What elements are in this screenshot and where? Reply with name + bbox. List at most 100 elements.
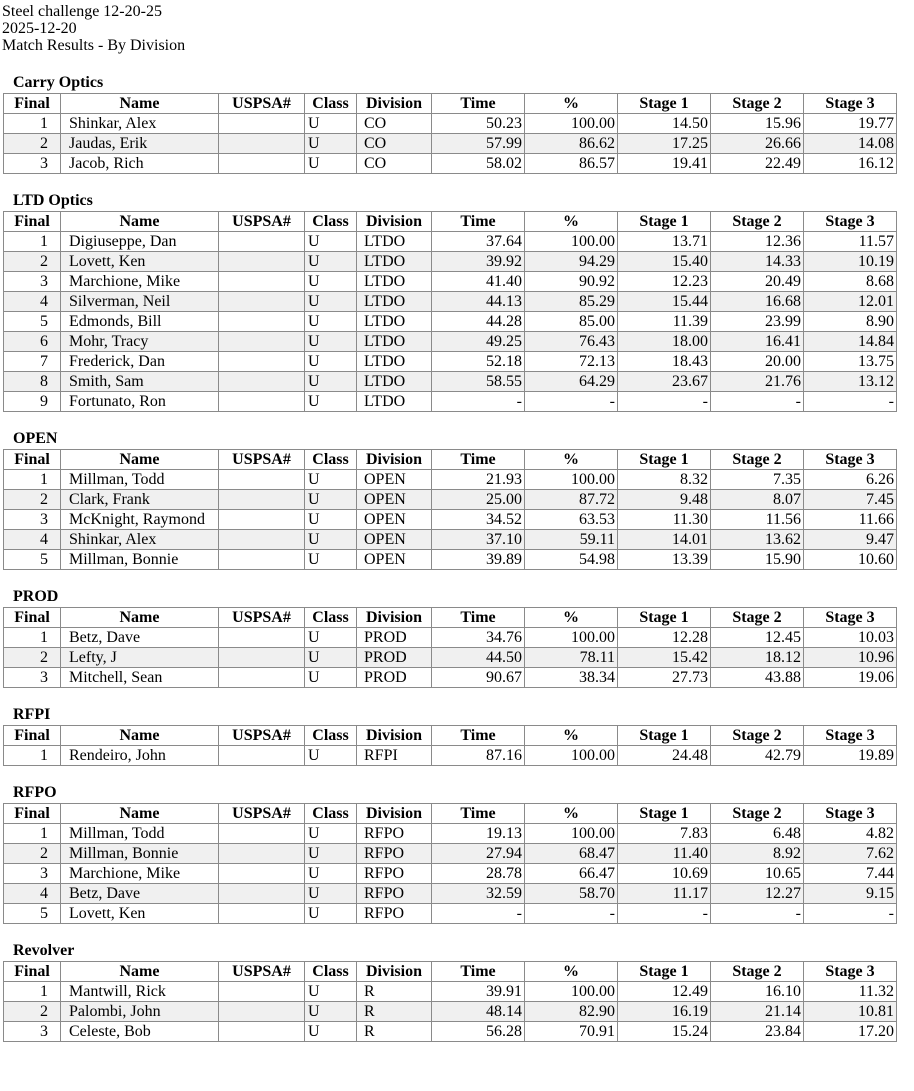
column-header-division: Division — [356, 803, 432, 824]
column-header-division: Division — [356, 607, 432, 628]
cell-uspsa — [218, 271, 305, 292]
match-name: Steel challenge 12-20-25 — [2, 3, 162, 20]
division-section: OPEN Final Name USPSA# Class Division Time% Sta… — [2, 429, 912, 570]
cell-percent: 86.62 — [524, 133, 618, 154]
cell-stage-1: 13.71 — [617, 231, 711, 252]
results-table: Final Name USPSA# Class Division Time% Stage 1… — [3, 93, 897, 174]
cell-stage-1: 11.40 — [617, 843, 711, 864]
cell-time: 44.50 — [431, 647, 525, 668]
column-header-class: Class — [304, 211, 357, 232]
table-row: 2 Lovett, Ken U LTDO 39.92 94.29 15.40 14.33 10.… — [3, 251, 897, 272]
column-header-percent: % — [524, 725, 618, 746]
division-section: Carry Optics Final Name USPSA# Class Division… — [2, 73, 912, 174]
cell-time: 39.92 — [431, 251, 525, 272]
cell-stage-1: 7.83 — [617, 823, 711, 844]
header-row: Final Name USPSA# Class Division Time% Stage 1… — [3, 725, 897, 746]
column-header-percent: % — [524, 803, 618, 824]
cell-stage-2: 12.36 — [710, 231, 804, 252]
cell-division: LTDO — [356, 391, 432, 412]
cell-class: U — [304, 231, 357, 252]
column-header-stage-1: Stage 1 — [617, 211, 711, 232]
column-header-percent: % — [524, 607, 618, 628]
cell-percent: 64.29 — [524, 371, 618, 392]
column-header-stage-1: Stage 1 — [617, 607, 711, 628]
cell-final: 1 — [3, 981, 61, 1002]
division-section: LTD Optics Final Name USPSA# Class Division Ti… — [2, 191, 912, 412]
cell-final: 1 — [3, 469, 61, 490]
column-header-name: Name — [60, 93, 219, 114]
cell-percent: - — [524, 391, 618, 412]
table-row: 3 Jacob, Rich U CO 58.02 86.57 19.41 22.49 16.12 — [3, 153, 897, 174]
cell-stage-3: - — [803, 903, 897, 924]
cell-final: 1 — [3, 823, 61, 844]
column-header-stage-2: Stage 2 — [710, 961, 804, 982]
cell-final: 3 — [3, 271, 61, 292]
cell-percent: 100.00 — [524, 469, 618, 490]
cell-class: U — [304, 311, 357, 332]
cell-class: U — [304, 823, 357, 844]
cell-division: OPEN — [356, 529, 432, 550]
cell-uspsa — [218, 745, 305, 766]
cell-stage-1: 18.00 — [617, 331, 711, 352]
cell-stage-2: 21.14 — [710, 1001, 804, 1022]
cell-time: - — [431, 391, 525, 412]
cell-time: 32.59 — [431, 883, 525, 904]
cell-time: 37.10 — [431, 529, 525, 550]
cell-stage-2: 16.10 — [710, 981, 804, 1002]
cell-stage-3: 8.68 — [803, 271, 897, 292]
cell-stage-3: 4.82 — [803, 823, 897, 844]
cell-percent: 58.70 — [524, 883, 618, 904]
cell-final: 4 — [3, 883, 61, 904]
cell-uspsa — [218, 231, 305, 252]
cell-class: U — [304, 627, 357, 648]
cell-stage-3: 19.77 — [803, 113, 897, 134]
table-row: 2 Millman, Bonnie U RFPO 27.94 68.47 11.40 8.92… — [3, 843, 897, 864]
column-header-stage-1: Stage 1 — [617, 449, 711, 470]
cell-stage-2: - — [710, 391, 804, 412]
column-header-percent: % — [524, 449, 618, 470]
cell-name: Digiuseppe, Dan — [60, 231, 219, 252]
cell-time: 57.99 — [431, 133, 525, 154]
cell-name: Betz, Dave — [60, 883, 219, 904]
cell-final: 4 — [3, 529, 61, 550]
cell-stage-1: 15.24 — [617, 1021, 711, 1042]
cell-stage-3: 14.84 — [803, 331, 897, 352]
cell-stage-1: 16.19 — [617, 1001, 711, 1022]
header-row: Final Name USPSA# Class Division Time% Stage 1… — [3, 961, 897, 982]
cell-name: Fortunato, Ron — [60, 391, 219, 412]
column-header-class: Class — [304, 725, 357, 746]
cell-uspsa — [218, 667, 305, 688]
cell-uspsa — [218, 371, 305, 392]
cell-stage-3: 10.81 — [803, 1001, 897, 1022]
cell-class: U — [304, 549, 357, 570]
results-table: Final Name USPSA# Class Division Time% Stage 1… — [3, 449, 897, 570]
column-header-stage-1: Stage 1 — [617, 93, 711, 114]
cell-time: 44.28 — [431, 311, 525, 332]
cell-uspsa — [218, 113, 305, 134]
cell-time: 50.23 — [431, 113, 525, 134]
cell-class: U — [304, 1021, 357, 1042]
table-row: 4 Shinkar, Alex U OPEN 37.10 59.11 14.01 13.62 9… — [3, 529, 897, 550]
cell-name: Palombi, John — [60, 1001, 219, 1022]
cell-division: R — [356, 1001, 432, 1022]
column-header-time: Time — [431, 93, 525, 114]
table-row: 6 Mohr, Tracy U LTDO 49.25 76.43 18.00 16.41 14.… — [3, 331, 897, 352]
cell-uspsa — [218, 489, 305, 510]
cell-division: LTDO — [356, 311, 432, 332]
cell-time: - — [431, 903, 525, 924]
division-title: Revolver — [13, 942, 75, 959]
cell-time: 58.02 — [431, 153, 525, 174]
cell-stage-1: 14.50 — [617, 113, 711, 134]
cell-stage-2: 16.41 — [710, 331, 804, 352]
column-header-division: Division — [356, 211, 432, 232]
cell-class: U — [304, 843, 357, 864]
cell-percent: 63.53 — [524, 509, 618, 530]
column-header-name: Name — [60, 449, 219, 470]
column-header-final: Final — [3, 211, 61, 232]
table-row: 2 Jaudas, Erik U CO 57.99 86.62 17.25 26.66 14.0… — [3, 133, 897, 154]
cell-name: Mohr, Tracy — [60, 331, 219, 352]
cell-percent: 100.00 — [524, 981, 618, 1002]
cell-uspsa — [218, 1021, 305, 1042]
cell-name: Betz, Dave — [60, 627, 219, 648]
cell-stage-1: 12.23 — [617, 271, 711, 292]
